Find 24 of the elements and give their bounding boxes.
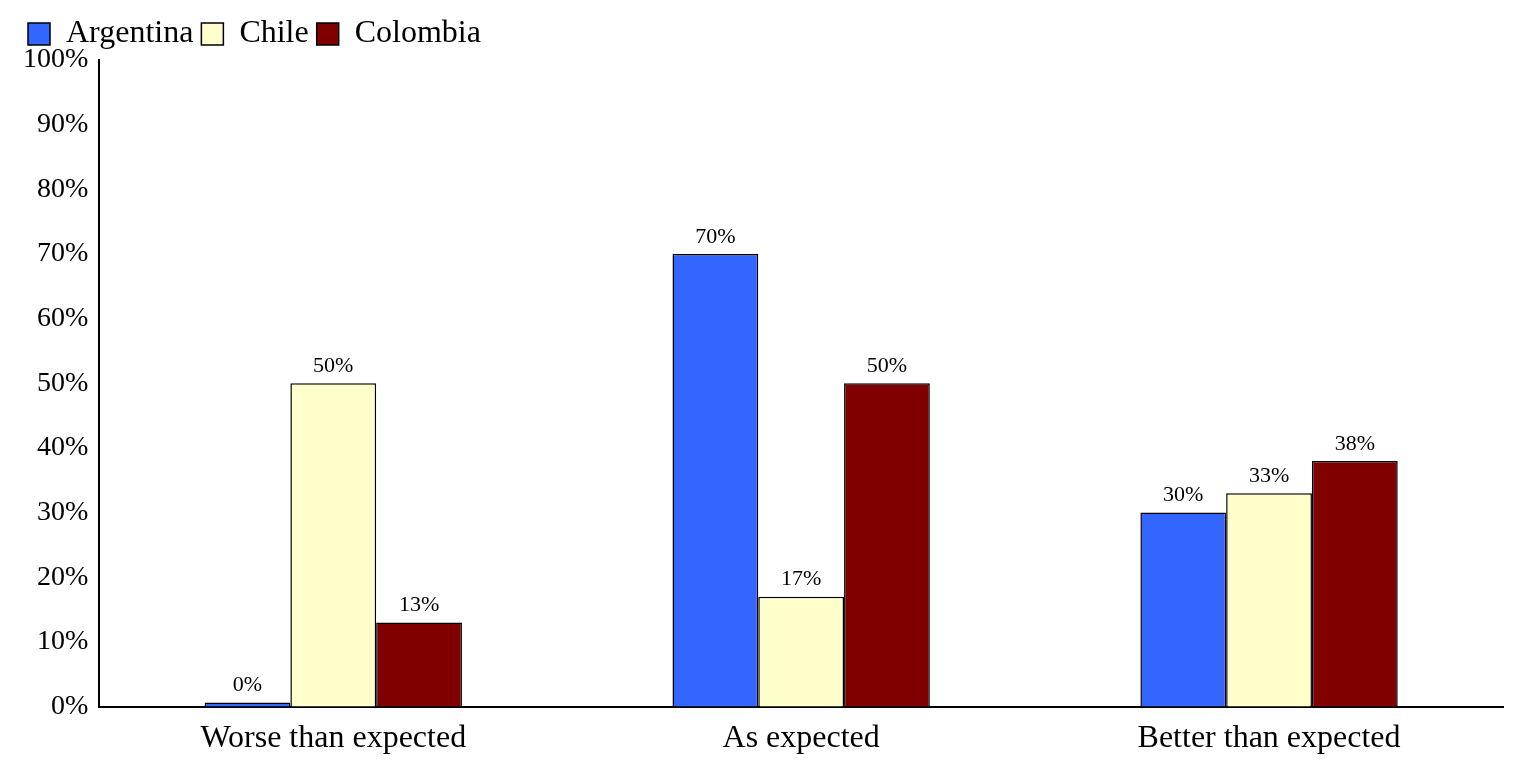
y-tick-label: 50%	[37, 365, 89, 397]
legend-label: Chile	[239, 13, 309, 50]
y-tick-label: 70%	[37, 236, 89, 268]
y-tick-label: 80%	[37, 171, 89, 203]
y-tick-label: 20%	[37, 559, 89, 591]
data-label: 30%	[1163, 481, 1204, 507]
data-label: 38%	[1334, 429, 1375, 455]
x-tick-label: Worse than expected	[200, 718, 467, 755]
data-label: 50%	[866, 352, 908, 378]
y-tick-label: 90%	[37, 107, 89, 139]
y-tick-label: 30%	[37, 494, 89, 526]
data-label: 17%	[781, 565, 822, 591]
data-label: 13%	[398, 591, 440, 617]
x-tick-label: As expected	[722, 718, 880, 755]
data-label: 70%	[695, 222, 736, 248]
data-label: 33%	[1248, 462, 1290, 487]
y-tick-label: 60%	[37, 301, 89, 332]
x-tick-label: Better than expected	[1137, 718, 1401, 755]
y-tick-label: 10%	[37, 624, 89, 656]
legend-label: Colombia	[354, 13, 481, 50]
y-tick-label: 40%	[37, 430, 89, 462]
data-label: 50%	[313, 352, 354, 378]
data-label: 0%	[232, 671, 263, 697]
y-tick-label: 0%	[51, 688, 89, 720]
